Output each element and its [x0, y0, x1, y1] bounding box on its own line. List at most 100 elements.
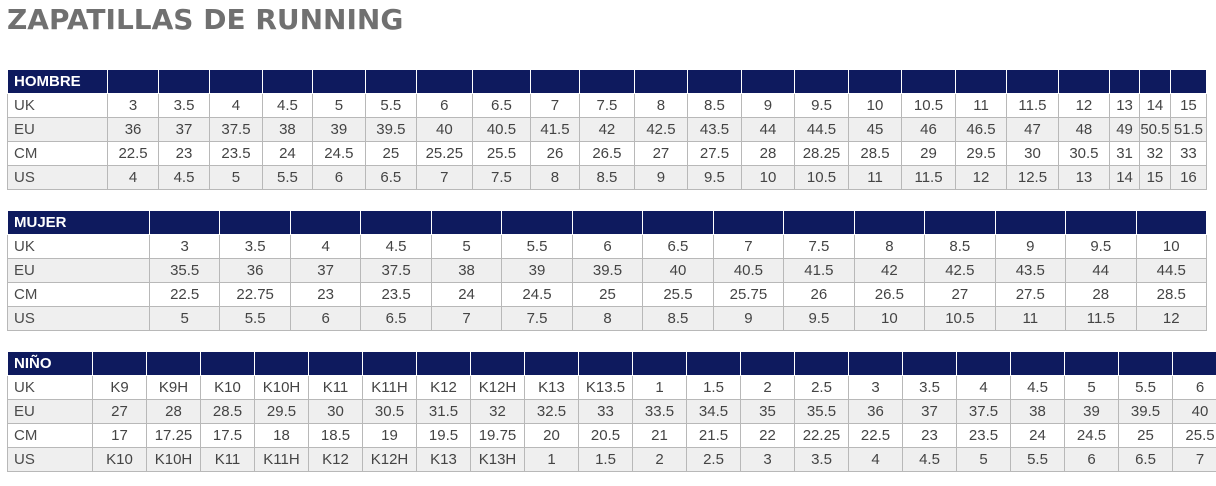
size-cell: 8 — [571, 306, 644, 331]
table-row: UK 3 3.5 4 4.5 5 5.5 6 6.5 7 7.5 8 8.5 9 9.5 10 — [7, 234, 1207, 259]
size-cell: 5 — [1064, 375, 1119, 400]
size-cell: 7 — [712, 234, 785, 259]
size-cell: 19.5 — [416, 423, 471, 448]
size-cell: 4 — [848, 447, 903, 472]
header-cell — [954, 69, 1008, 94]
size-cell: 7 — [430, 306, 503, 331]
size-cell: 33 — [578, 399, 633, 424]
size-cell: 36 — [219, 258, 291, 283]
size-cell: 20 — [524, 423, 579, 448]
size-cell: 19.75 — [470, 423, 525, 448]
size-cell: 5.5 — [501, 234, 573, 259]
header-cell — [740, 351, 795, 376]
section-title: MUJER — [7, 210, 150, 235]
size-cell: 29 — [901, 141, 956, 166]
size-cell: 32 — [1138, 141, 1171, 166]
header-cell — [783, 210, 855, 235]
size-cell: 9 — [633, 165, 689, 190]
size-cell: 6 — [1064, 447, 1119, 472]
size-cell: K12 — [416, 375, 471, 400]
header-cell — [362, 351, 417, 376]
size-cell: 10 — [847, 93, 903, 118]
size-cell: 22 — [740, 423, 795, 448]
header-cell — [578, 351, 633, 376]
size-cell: 37.5 — [360, 258, 432, 283]
table-row: EU 27 28 28.5 29.5 30 30.5 31.5 32 32.5 33 33.5 34.5… — [7, 399, 1216, 424]
size-cell: 11 — [994, 306, 1067, 331]
size-cell: K11H — [362, 375, 417, 400]
row-label: CM — [7, 141, 108, 166]
size-cell: 9 — [994, 234, 1067, 259]
size-cell: 9.5 — [794, 93, 849, 118]
size-cell: 11 — [954, 93, 1008, 118]
header-cell — [1065, 210, 1137, 235]
size-cell: 9.5 — [1065, 234, 1137, 259]
size-cell: 40 — [1172, 399, 1216, 424]
table-header-row: NIÑO — [7, 351, 1216, 376]
size-cell: 26.5 — [853, 282, 926, 307]
header-cell — [430, 210, 503, 235]
size-cell: 2.5 — [686, 447, 741, 472]
header-cell — [633, 69, 689, 94]
size-cell: 44.5 — [794, 117, 849, 142]
size-cell: 28.5 — [847, 141, 903, 166]
size-cell: 39.5 — [1118, 399, 1173, 424]
size-cell: 40.5 — [712, 258, 785, 283]
size-cell: 24.5 — [501, 282, 573, 307]
size-cell: K13 — [416, 447, 471, 472]
size-cell: 25 — [571, 282, 644, 307]
size-cell: K11 — [308, 375, 363, 400]
size-cell: 25.5 — [472, 141, 531, 166]
size-cell: 6.5 — [472, 93, 531, 118]
header-cell — [1135, 210, 1207, 235]
size-cell: 42 — [853, 258, 926, 283]
size-cell: 7.5 — [783, 234, 855, 259]
header-cell — [794, 69, 849, 94]
size-cell: 12 — [954, 165, 1008, 190]
page-title: ZAPATILLAS DE RUNNING — [7, 3, 404, 36]
size-cell: 26 — [529, 141, 581, 166]
header-cell — [106, 69, 160, 94]
header-cell — [92, 351, 147, 376]
size-cell: 42.5 — [633, 117, 689, 142]
size-cell: 6.5 — [642, 234, 714, 259]
header-cell — [740, 69, 796, 94]
size-cell: 22.5 — [148, 282, 221, 307]
size-cell: 27.5 — [994, 282, 1067, 307]
size-cell: K11 — [200, 447, 255, 472]
header-cell — [1010, 351, 1065, 376]
size-cell: 9.5 — [783, 306, 855, 331]
size-cell: 6 — [571, 234, 644, 259]
size-cell: 15 — [1169, 93, 1208, 118]
size-cell: 25 — [1118, 423, 1173, 448]
size-cell: 25.5 — [1172, 423, 1216, 448]
size-cell: K13H — [470, 447, 525, 472]
row-label: UK — [7, 375, 93, 400]
header-cell — [579, 69, 635, 94]
header-cell — [924, 210, 996, 235]
size-cell: 3 — [740, 447, 795, 472]
size-cell: 2.5 — [794, 375, 849, 400]
table-row: UK 3 3.5 4 4.5 5 5.5 6 6.5 7 7.5 8 8.5 9 9.5 10 10.5 11 11… — [7, 93, 1208, 118]
size-cell: 42 — [579, 117, 635, 142]
row-label: US — [7, 306, 150, 331]
size-cell: 28 — [146, 399, 201, 424]
size-cell: 24 — [1010, 423, 1065, 448]
size-cell: 6 — [1172, 375, 1216, 400]
header-cell — [1169, 69, 1208, 94]
size-cell: 48 — [1057, 117, 1111, 142]
row-label: CM — [7, 423, 93, 448]
header-cell — [254, 351, 309, 376]
size-cell: 8 — [633, 93, 689, 118]
table-row: UK K9 K9H K10 K10H K11 K11H K12 K12H K13 K13.5 1 1.5… — [7, 375, 1216, 400]
size-cell: 17.5 — [200, 423, 255, 448]
size-cell: K12H — [470, 375, 525, 400]
size-cell: 12.5 — [1006, 165, 1059, 190]
size-cell: 28 — [740, 141, 796, 166]
size-cell: 23 — [289, 282, 362, 307]
size-cell: 23.5 — [360, 282, 432, 307]
size-cell: 6.5 — [365, 165, 417, 190]
size-cell: 7.5 — [501, 306, 573, 331]
size-cell: 49 — [1109, 117, 1140, 142]
row-label: UK — [7, 93, 108, 118]
